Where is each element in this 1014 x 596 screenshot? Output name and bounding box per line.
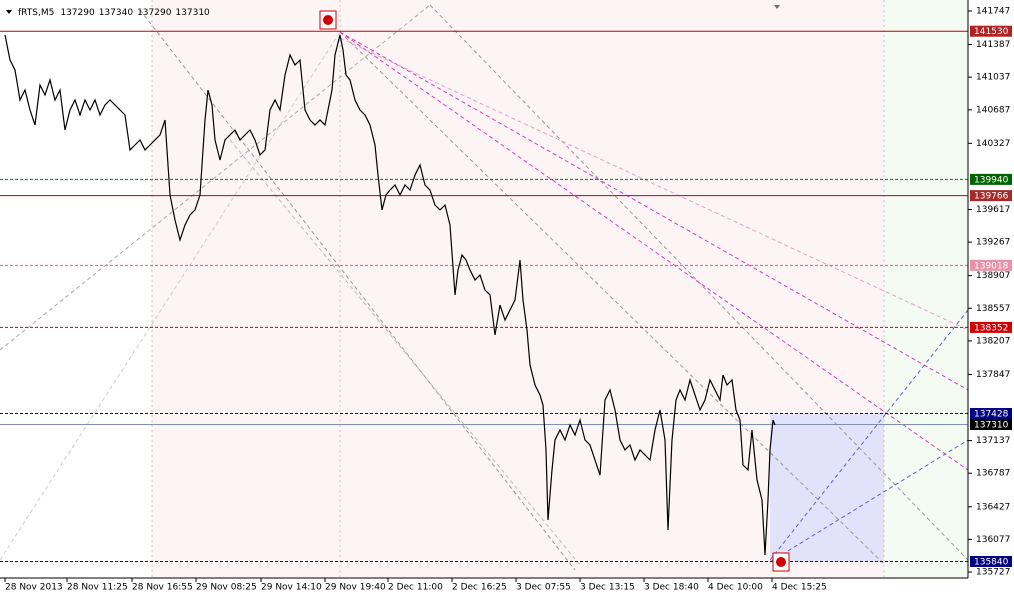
y-tick-label: 136427: [976, 502, 1010, 512]
price-level-label: 137310: [974, 421, 1009, 431]
session-shade: [884, 0, 968, 578]
price-level-label-bg: [970, 419, 1012, 431]
x-tick-label: 28 Nov 2013: [5, 583, 63, 593]
y-tick-label: 141037: [976, 73, 1010, 83]
y-tick-label: 135727: [976, 568, 1010, 578]
y-tick-label: 140327: [976, 139, 1010, 149]
x-tick-label: 29 Nov 14:10: [261, 583, 322, 593]
y-tick-label: 141387: [976, 40, 1010, 50]
chart-header: fRTS,M5 137290 137340 137290 137310: [18, 8, 210, 18]
y-tick-label: 139267: [976, 238, 1010, 248]
high: 137340: [99, 8, 134, 18]
x-tick-label: 3 Dec 07:55: [516, 583, 571, 593]
y-tick-label: 136077: [976, 535, 1010, 545]
x-tick-label: 2 Dec 11:00: [388, 583, 443, 593]
symbol: fRTS,M5: [18, 8, 54, 18]
y-tick-label: 141747: [976, 6, 1010, 16]
x-tick-label: 29 Nov 19:40: [325, 583, 386, 593]
x-tick-label: 28 Nov 11:25: [67, 583, 128, 593]
price-level-label-bg: [970, 190, 1012, 202]
low: 137290: [137, 8, 172, 18]
x-tick-label: 3 Dec 13:15: [580, 583, 635, 593]
price-level-label-bg: [970, 321, 1012, 333]
price-level-label: 139018: [974, 261, 1009, 271]
menu-arrow: [6, 10, 12, 14]
price-level-label: 141530: [974, 27, 1009, 37]
price-level-label: 139766: [974, 192, 1009, 202]
price-level-label: 137428: [974, 410, 1009, 420]
order-marker-icon: [776, 557, 786, 567]
close: 137310: [175, 8, 210, 18]
x-tick-label: 28 Nov 16:55: [132, 583, 193, 593]
x-tick-label: 3 Dec 18:40: [644, 583, 699, 593]
price-level-label-bg: [970, 556, 1012, 568]
x-tick-label: 4 Dec 15:25: [772, 583, 827, 593]
y-tick-label: 136787: [976, 469, 1010, 479]
price-line: [4, 34, 776, 556]
x-tick-label: 2 Dec 16:25: [452, 583, 507, 593]
price-level-label: 138352: [974, 323, 1008, 333]
price-level-label-bg: [970, 25, 1012, 37]
y-tick-label: 137847: [976, 370, 1010, 380]
y-tick-label: 140687: [976, 105, 1010, 115]
y-tick-label: 138207: [976, 336, 1010, 346]
y-tick-label: 137137: [976, 436, 1010, 446]
open: 137290: [60, 8, 95, 18]
price-level-label-bg: [970, 408, 1012, 420]
y-tick-label: 138557: [976, 304, 1010, 314]
period-separators: [151, 0, 885, 578]
x-tick-label: 29 Nov 08:25: [196, 583, 257, 593]
y-tick-label: 138907: [976, 271, 1010, 281]
price-level-label: 135840: [974, 558, 1009, 568]
price-level-label-bg: [970, 173, 1012, 185]
trend-lines: [0, 4, 969, 571]
shift-marker: [774, 5, 780, 9]
x-tick-label: 4 Dec 10:00: [708, 583, 763, 593]
y-tick-label: 139617: [976, 205, 1010, 215]
price-level-label: 139940: [974, 175, 1009, 185]
order-marker-icon: [323, 15, 333, 25]
price-level-label-bg: [970, 259, 1012, 271]
